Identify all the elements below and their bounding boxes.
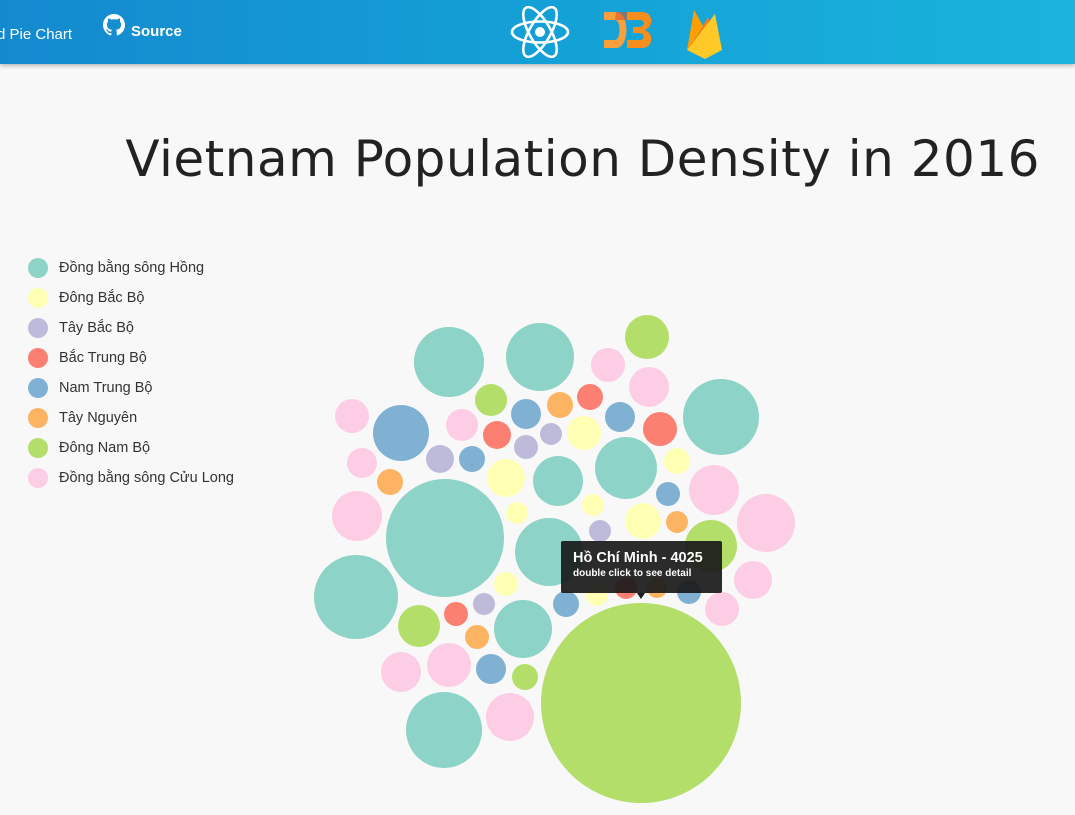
province-bubble[interactable]: [444, 602, 468, 626]
province-bubble[interactable]: [332, 491, 382, 541]
province-bubble[interactable]: [512, 664, 538, 690]
legend-label: Bắc Trung Bộ: [59, 350, 147, 366]
province-bubble[interactable]: [683, 379, 759, 455]
province-bubble[interactable]: [514, 435, 538, 459]
province-bubble[interactable]: [335, 399, 369, 433]
province-bubble[interactable]: [483, 421, 511, 449]
province-bubble[interactable]: [625, 503, 661, 539]
province-bubble[interactable]: [541, 603, 741, 803]
province-bubble[interactable]: [629, 367, 669, 407]
legend-swatch: [28, 288, 48, 308]
province-bubble[interactable]: [582, 494, 604, 516]
province-bubble[interactable]: [377, 469, 403, 495]
province-bubble[interactable]: [381, 652, 421, 692]
react-logo-icon: [510, 6, 570, 58]
province-bubble[interactable]: [705, 592, 739, 626]
legend-swatch: [28, 438, 48, 458]
province-bubble[interactable]: [643, 412, 677, 446]
province-bubble[interactable]: [426, 445, 454, 473]
province-bubble[interactable]: [533, 456, 583, 506]
province-bubble[interactable]: [459, 446, 485, 472]
page-title: Vietnam Population Density in 2016: [125, 130, 1040, 188]
legend-swatch: [28, 468, 48, 488]
province-bubble[interactable]: [386, 479, 504, 597]
legend-item[interactable]: Đồng bằng sông Cửu Long: [28, 463, 234, 493]
province-bubble[interactable]: [475, 384, 507, 416]
top-navbar: d Pie Chart Source: [0, 0, 1075, 64]
province-bubble[interactable]: [737, 494, 795, 552]
tooltip-hint: double click to see detail: [573, 568, 692, 579]
province-bubble[interactable]: [540, 423, 562, 445]
legend-label: Tây Bắc Bộ: [59, 320, 134, 336]
bubble-tooltip: Hồ Chí Minh - 4025 double click to see d…: [561, 541, 722, 593]
d3-logo-icon: [604, 12, 652, 48]
province-bubble[interactable]: [398, 605, 440, 647]
province-bubble[interactable]: [656, 482, 680, 506]
province-bubble[interactable]: [689, 465, 739, 515]
province-bubble[interactable]: [487, 459, 525, 497]
province-bubble[interactable]: [446, 409, 478, 441]
legend-item[interactable]: Đồng bằng sông Hồng: [28, 253, 234, 283]
province-bubble[interactable]: [734, 561, 772, 599]
province-bubble[interactable]: [506, 323, 574, 391]
legend-label: Đông Bắc Bộ: [59, 290, 145, 306]
legend-swatch: [28, 318, 48, 338]
province-bubble[interactable]: [666, 511, 688, 533]
legend-label: Đồng bằng sông Cửu Long: [59, 470, 234, 486]
province-bubble[interactable]: [494, 600, 552, 658]
legend-swatch: [28, 258, 48, 278]
province-bubble[interactable]: [347, 448, 377, 478]
province-bubble[interactable]: [547, 392, 573, 418]
province-bubble[interactable]: [473, 593, 495, 615]
legend-label: Đồng bằng sông Hồng: [59, 260, 205, 276]
province-bubble[interactable]: [406, 692, 482, 768]
province-bubble[interactable]: [605, 402, 635, 432]
province-bubble[interactable]: [625, 315, 669, 359]
legend-swatch: [28, 408, 48, 428]
province-bubble[interactable]: [506, 502, 528, 524]
province-bubble[interactable]: [567, 416, 601, 450]
github-icon: [103, 0, 125, 67]
legend-item[interactable]: Đông Nam Bộ: [28, 433, 234, 463]
legend-label: Đông Nam Bộ: [59, 440, 151, 456]
legend-item[interactable]: Tây Bắc Bộ: [28, 313, 234, 343]
nav-link-pie-chart[interactable]: d Pie Chart: [0, 26, 73, 43]
province-bubble[interactable]: [476, 654, 506, 684]
nav-link-source[interactable]: Source: [103, 0, 182, 64]
tooltip-province-value: Hồ Chí Minh - 4025: [573, 550, 703, 566]
province-bubble[interactable]: [589, 520, 611, 542]
province-bubble[interactable]: [577, 384, 603, 410]
province-bubble[interactable]: [427, 643, 471, 687]
legend-item[interactable]: Đông Bắc Bộ: [28, 283, 234, 313]
province-bubble[interactable]: [591, 348, 625, 382]
legend-item[interactable]: Bắc Trung Bộ: [28, 343, 234, 373]
province-bubble[interactable]: [553, 591, 579, 617]
legend-item[interactable]: Tây Nguyên: [28, 403, 234, 433]
legend-swatch: [28, 348, 48, 368]
province-bubble[interactable]: [664, 448, 690, 474]
province-bubble[interactable]: [595, 437, 657, 499]
legend-label: Nam Trung Bộ: [59, 380, 153, 396]
province-bubble[interactable]: [486, 693, 534, 741]
province-bubble[interactable]: [511, 399, 541, 429]
legend: Đồng bằng sông Hồng Đông Bắc Bộ Tây Bắc …: [28, 253, 234, 493]
province-bubble[interactable]: [494, 572, 518, 596]
legend-swatch: [28, 378, 48, 398]
legend-label: Tây Nguyên: [59, 410, 138, 426]
province-bubble[interactable]: [373, 405, 429, 461]
legend-item[interactable]: Nam Trung Bộ: [28, 373, 234, 403]
province-bubble[interactable]: [314, 555, 398, 639]
tooltip-arrow: [637, 593, 645, 599]
firebase-logo-icon: [687, 10, 722, 59]
province-bubble[interactable]: [465, 625, 489, 649]
nav-source-label: Source: [131, 23, 182, 40]
province-bubble[interactable]: [414, 327, 484, 397]
